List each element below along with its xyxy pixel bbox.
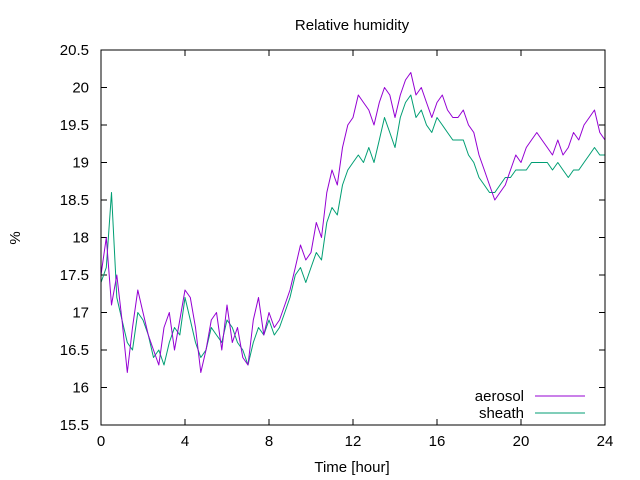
y-tick-label: 19.5 [60,117,89,134]
series-line-aerosol [100,72,606,373]
y-tick-label: 17 [72,305,89,322]
plot-area [100,72,606,373]
x-tick-label: 0 [97,433,105,450]
y-tick-label: 15.5 [60,417,89,434]
y-tick-label: 20.5 [60,42,89,59]
x-axis-label: Time [hour] [314,459,389,476]
x-tick-label: 20 [513,433,530,450]
y-tick-label: 17.5 [60,267,89,284]
y-tick-label: 16.5 [60,342,89,359]
y-tick-label: 20 [72,80,89,97]
y-tick-label: 19 [72,155,89,172]
legend-label-aerosol: aerosol [475,388,524,405]
series-line-sheath [100,94,605,366]
x-tick-label: 24 [597,433,614,450]
chart-title: Relative humidity [295,17,410,34]
y-tick-label: 16 [72,380,89,397]
x-tick-label: 4 [181,433,189,450]
plot-frame [100,49,606,426]
x-tick-label: 12 [345,433,362,450]
y-axis-label: % [7,231,24,244]
x-tick-label: 16 [429,433,446,450]
y-tick-label: 18.5 [60,192,89,209]
x-tick-label: 8 [265,433,273,450]
y-axis-ticks: 15.5 16 16.5 17 17.5 18 18.5 19 19.5 20 20.5 [60,42,605,434]
legend-label-sheath: sheath [479,405,524,422]
y-tick-label: 18 [72,230,89,247]
